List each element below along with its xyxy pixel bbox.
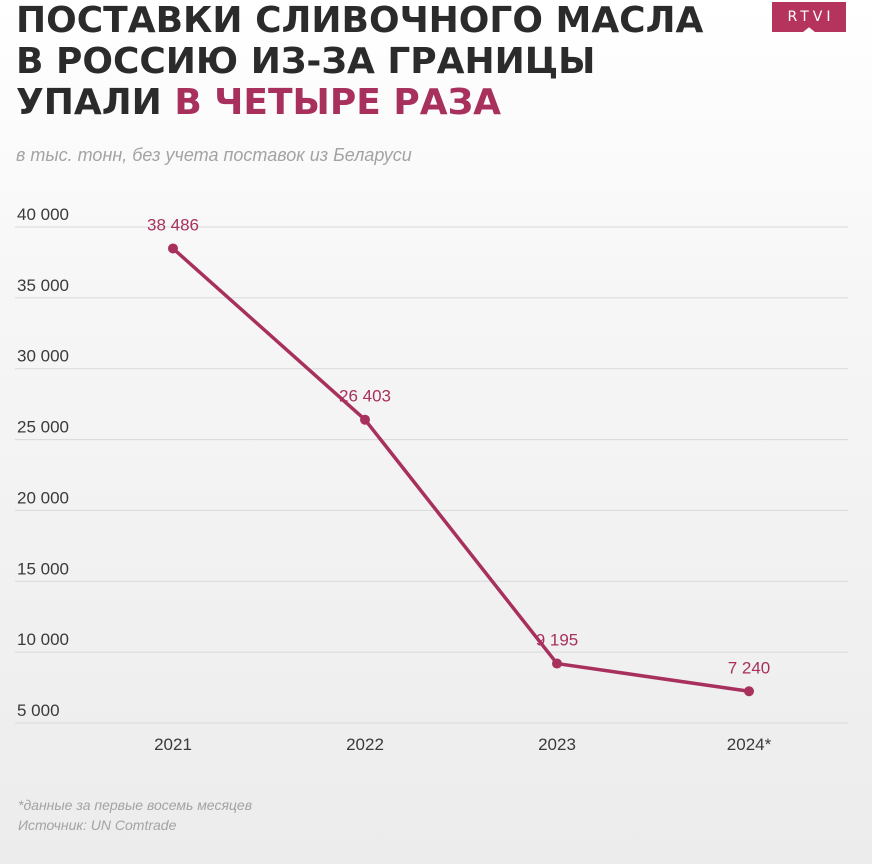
data-label: 38 486 — [147, 215, 199, 234]
chart-subtitle: в тыс. тонн, без учета поставок из Белар… — [16, 145, 412, 165]
data-point — [360, 414, 370, 425]
gridlines — [15, 226, 848, 724]
chart-title: ПОСТАВКИ СЛИВОЧНОГО МАСЛА В РОССИЮ ИЗ-ЗА… — [16, 0, 703, 123]
x-tick-label: 2023 — [538, 735, 576, 754]
y-tick-label: 30 000 — [17, 347, 69, 366]
title-line-1: ПОСТАВКИ СЛИВОЧНОГО МАСЛА — [16, 0, 704, 41]
y-tick-label: 25 000 — [17, 418, 69, 437]
footnote: *данные за первые восемь месяцев Источни… — [18, 795, 252, 835]
data-label: 9 195 — [536, 631, 579, 650]
x-tick-label: 2022 — [346, 735, 384, 754]
title-highlight: В ЧЕТЫРЕ РАЗА — [174, 82, 502, 123]
title-line-2: В РОССИЮ ИЗ-ЗА ГРАНИЦЫ — [16, 41, 596, 82]
x-tick-label: 2021 — [154, 735, 192, 754]
data-point — [744, 686, 754, 697]
data-series: 38 486 26 403 9 195 7 240 — [147, 215, 771, 697]
title-line-3-prefix: УПАЛИ — [16, 82, 175, 123]
y-tick-label: 20 000 — [17, 488, 69, 507]
source-note: Источник: UN Comtrade — [18, 817, 177, 833]
y-tick-label: 10 000 — [17, 630, 69, 649]
y-axis-tick-labels: 5 000 10 000 15 000 20 000 25 000 30 000 35 00… — [17, 205, 69, 720]
rtvi-logo: RTVI — [772, 2, 846, 32]
y-tick-label: 5 000 — [17, 701, 60, 720]
x-tick-label: 2024* — [727, 735, 772, 754]
y-tick-label: 15 000 — [17, 559, 69, 578]
series-line — [171, 247, 750, 693]
y-tick-label: 40 000 — [17, 205, 69, 224]
data-point — [552, 658, 562, 669]
data-label: 7 240 — [728, 658, 771, 677]
y-tick-label: 35 000 — [17, 276, 69, 295]
data-label: 26 403 — [339, 387, 391, 406]
x-axis-tick-labels: 2021 2022 2023 2024* — [154, 735, 772, 754]
data-point — [168, 243, 178, 254]
footnote-note: *данные за первые восемь месяцев — [18, 797, 253, 813]
